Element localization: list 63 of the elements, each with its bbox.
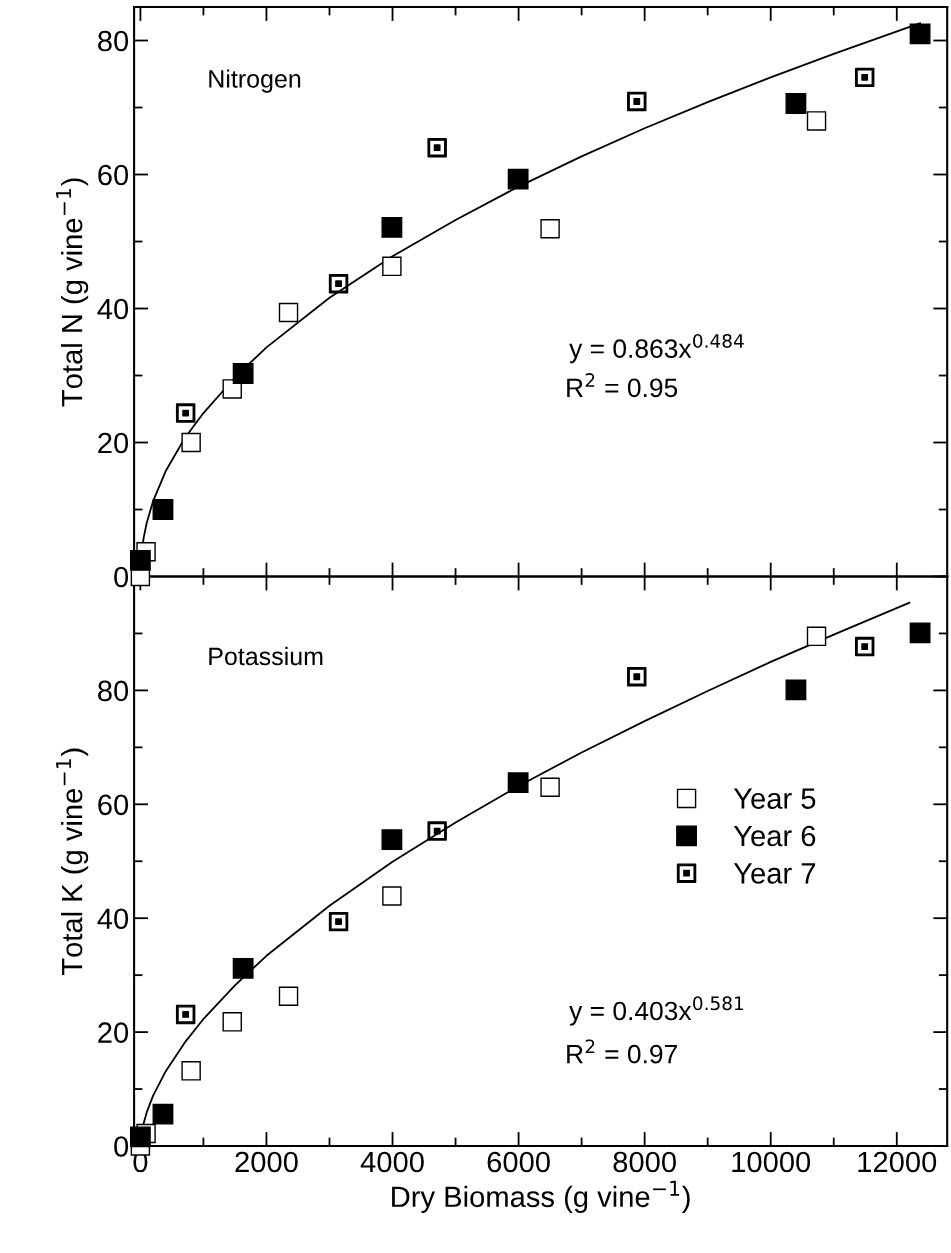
- point: [427, 821, 447, 841]
- point: [627, 91, 647, 112]
- point: [507, 772, 529, 794]
- point: [222, 1012, 242, 1032]
- y-axis-title: Total N (g vine$^{−1}$): [56, 178, 89, 407]
- point: [328, 911, 349, 932]
- annotation: R$^{2}$ = 0.97: [567, 1039, 677, 1064]
- y-tick-label: 40: [97, 908, 129, 930]
- point: [232, 957, 254, 979]
- y-tick-label: 60: [98, 164, 129, 186]
- y-tick-label: 20: [98, 432, 129, 454]
- y-tick-label: 0: [114, 1136, 129, 1157]
- y-tick-label: 80: [98, 30, 129, 52]
- point: [381, 829, 403, 851]
- point: [806, 111, 827, 131]
- x-axis-title: Dry Biomass (g vine$^{−1}$): [392, 1180, 690, 1213]
- point: [181, 432, 201, 453]
- annotation: y = 0.863x$^{0.484}$: [569, 333, 744, 364]
- point: [152, 499, 174, 520]
- legend-label: Year 7: [733, 863, 816, 884]
- x-tick-label: 6000: [487, 1151, 550, 1173]
- point: [785, 679, 807, 701]
- point: [627, 667, 647, 687]
- point: [540, 219, 560, 239]
- legend-label: Year 6: [733, 825, 816, 847]
- point: [232, 363, 254, 384]
- x-tick-label: 4000: [360, 1151, 424, 1173]
- annotation: R$^{2}$ = 0.95: [567, 373, 678, 398]
- y-tick-label: 20: [98, 1022, 129, 1043]
- point: [382, 256, 402, 277]
- point: [129, 550, 151, 571]
- point: [328, 273, 349, 294]
- point: [507, 168, 529, 190]
- point: [278, 986, 299, 1006]
- y-tick-label: 0: [114, 566, 129, 588]
- point: [854, 636, 875, 657]
- y-tick-label: 60: [98, 794, 129, 816]
- point: [854, 67, 875, 88]
- annotation: Potassium: [209, 646, 323, 666]
- y-tick-label: 40: [97, 298, 129, 320]
- x-tick-label: 10000: [732, 1151, 811, 1173]
- annotation: Nitrogen: [209, 69, 301, 93]
- point: [381, 217, 403, 238]
- x-tick-label: 12000: [858, 1151, 937, 1173]
- annotation: y = 0.403x$^{0.581}$: [569, 996, 744, 1026]
- y-axis-title: Total K (g vine$^{−1}$): [56, 748, 89, 976]
- point: [175, 403, 196, 423]
- legend-label: Year 5: [733, 788, 816, 809]
- point: [785, 93, 807, 114]
- point: [427, 137, 447, 158]
- point: [909, 622, 931, 644]
- point: [278, 302, 299, 323]
- point: [806, 626, 827, 647]
- point: [129, 1126, 151, 1148]
- y-tick-label: 80: [98, 680, 129, 702]
- point: [382, 886, 402, 906]
- point: [175, 1004, 196, 1025]
- point: [181, 1061, 201, 1081]
- x-tick-label: 8000: [613, 1151, 676, 1173]
- point: [540, 777, 560, 797]
- point: [152, 1103, 174, 1125]
- x-tick-label: 2000: [235, 1151, 298, 1173]
- point: [909, 23, 931, 45]
